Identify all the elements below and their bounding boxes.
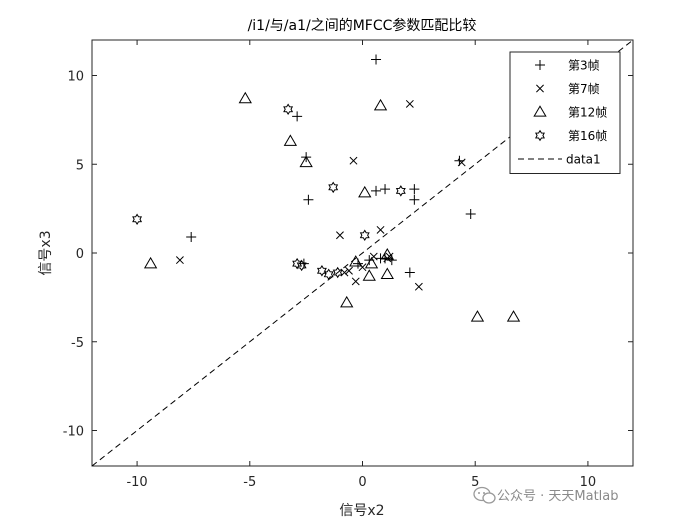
x-tick-label: 5 bbox=[471, 475, 479, 490]
point-plus bbox=[409, 194, 420, 205]
x-tick-label: 10 bbox=[580, 475, 597, 490]
y-tick-label: 0 bbox=[76, 247, 84, 262]
point-triangle bbox=[143, 256, 158, 269]
point-triangle bbox=[470, 310, 485, 322]
legend-label: 第3帧 bbox=[568, 59, 600, 73]
legend-marker bbox=[533, 105, 547, 117]
x-tick-label: -10 bbox=[126, 475, 147, 490]
point-triangle bbox=[358, 185, 372, 198]
legend-marker bbox=[535, 129, 545, 142]
point-plus bbox=[292, 111, 303, 122]
point-triangle bbox=[340, 295, 354, 308]
wechat-icon bbox=[473, 486, 496, 504]
y-tick-label: 10 bbox=[67, 70, 84, 85]
point-x bbox=[376, 225, 385, 234]
y-tick-label: -10 bbox=[63, 425, 84, 440]
point-x bbox=[351, 277, 360, 286]
y-axis-label: 信号x3 bbox=[38, 230, 54, 275]
legend-marker bbox=[536, 84, 544, 93]
x-tick-label: -5 bbox=[243, 475, 256, 490]
point-hexagram bbox=[395, 185, 406, 197]
point-hexagram bbox=[359, 229, 370, 241]
watermark-text: 公众号 · 天天Matlab bbox=[497, 489, 619, 504]
point-triangle bbox=[238, 91, 252, 104]
point-hexagram bbox=[328, 181, 339, 194]
point-triangle bbox=[299, 155, 313, 168]
point-x bbox=[336, 231, 344, 240]
point-triangle bbox=[364, 256, 379, 269]
point-x bbox=[358, 263, 367, 272]
chart-title: /i1/与/a1/之间的MFCC参数匹配比较 bbox=[248, 17, 477, 34]
point-x bbox=[414, 282, 423, 291]
legend-label: 第16帧 bbox=[568, 129, 607, 143]
legend-label: 第12帧 bbox=[568, 106, 607, 120]
point-plus bbox=[380, 184, 391, 195]
point-x bbox=[457, 158, 466, 167]
point-triangle bbox=[362, 269, 376, 281]
point-plus bbox=[371, 54, 382, 65]
point-x bbox=[345, 266, 353, 275]
point-plus bbox=[404, 267, 415, 278]
point-triangle bbox=[380, 247, 394, 260]
watermark: 公众号 · 天天Matlab bbox=[473, 486, 619, 504]
point-hexagram bbox=[332, 266, 343, 279]
legend-marker bbox=[535, 60, 545, 70]
point-hexagram bbox=[296, 259, 307, 272]
x-axis-label: 信号x2 bbox=[339, 503, 384, 519]
point-triangle bbox=[380, 267, 394, 279]
legend-label: data1 bbox=[566, 153, 601, 167]
point-hexagram bbox=[132, 213, 143, 226]
point-plus bbox=[186, 232, 197, 243]
series-4 bbox=[132, 103, 406, 281]
legend-box bbox=[509, 51, 621, 174]
point-plus bbox=[371, 185, 382, 196]
y-tick-label: 5 bbox=[76, 158, 84, 173]
point-hexagram bbox=[316, 265, 327, 277]
legend-label: 第7帧 bbox=[568, 82, 600, 96]
y-tick-label: -5 bbox=[71, 336, 84, 351]
point-hexagram bbox=[283, 103, 294, 115]
x-tick-label: 0 bbox=[358, 475, 366, 490]
point-plus bbox=[409, 184, 420, 195]
point-x bbox=[405, 99, 414, 108]
point-plus bbox=[465, 208, 476, 219]
point-triangle bbox=[506, 310, 521, 322]
point-plus bbox=[303, 194, 314, 205]
point-triangle bbox=[283, 134, 298, 146]
point-x bbox=[175, 256, 184, 265]
point-x bbox=[349, 156, 358, 165]
point-triangle bbox=[373, 98, 388, 111]
